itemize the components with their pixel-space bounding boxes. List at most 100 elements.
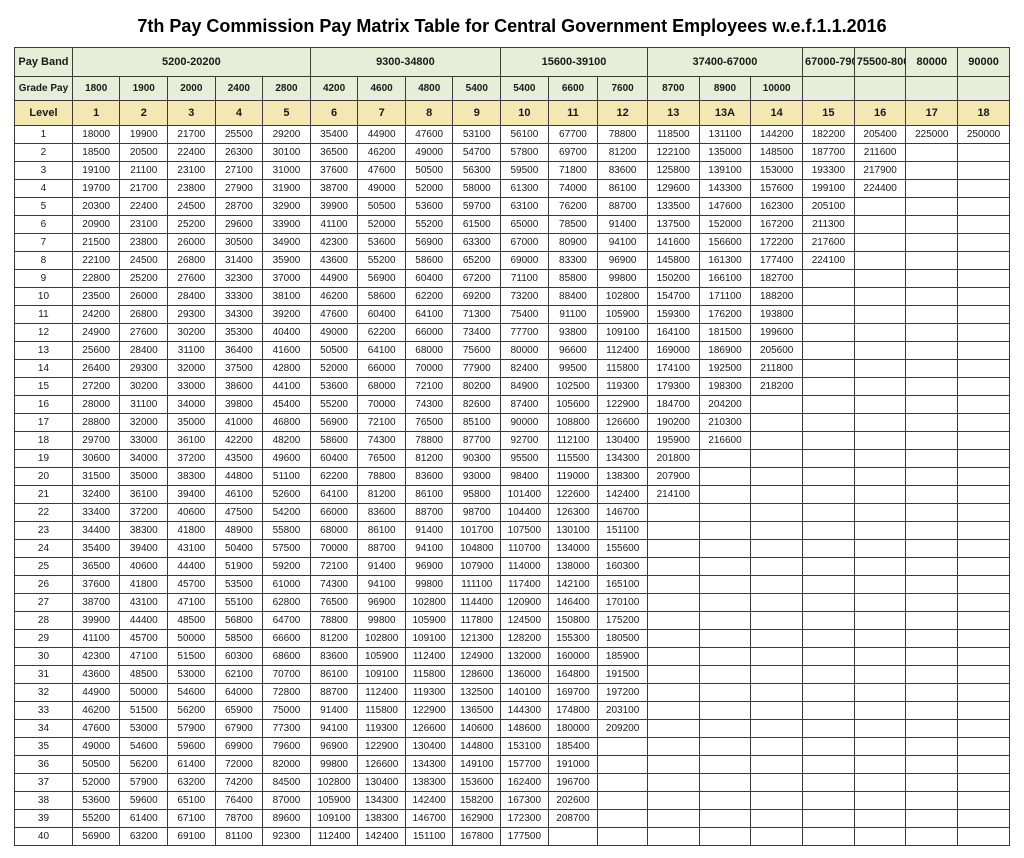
- cell: [854, 540, 906, 558]
- cell: 68000: [405, 342, 453, 360]
- cell: 72800: [263, 684, 311, 702]
- cell: [906, 360, 958, 378]
- cell: 28400: [120, 342, 168, 360]
- cell: 33000: [120, 432, 168, 450]
- cell: 26000: [168, 234, 216, 252]
- row-index: 18: [15, 432, 73, 450]
- cell: 164100: [647, 324, 699, 342]
- cell: 159300: [647, 306, 699, 324]
- cell: 74300: [310, 576, 358, 594]
- cell: 146700: [598, 504, 648, 522]
- cell: 160300: [598, 558, 648, 576]
- cell: 38600: [215, 378, 263, 396]
- cell: 19700: [72, 180, 120, 198]
- cell: 55200: [72, 810, 120, 828]
- cell: [958, 720, 1010, 738]
- cell: 55200: [358, 252, 406, 270]
- table-row: 2839900444004850056800647007880099800105…: [15, 612, 1010, 630]
- cell: 122900: [358, 738, 406, 756]
- cell: 224100: [803, 252, 855, 270]
- cell: 53000: [120, 720, 168, 738]
- cell: 23800: [168, 180, 216, 198]
- cell: 35000: [168, 414, 216, 432]
- cell: 56900: [310, 414, 358, 432]
- cell: 148600: [501, 720, 549, 738]
- cell: [647, 774, 699, 792]
- cell: [854, 576, 906, 594]
- cell: 38300: [120, 522, 168, 540]
- cell: [751, 522, 803, 540]
- row-index: 29: [15, 630, 73, 648]
- cell: 67900: [215, 720, 263, 738]
- cell: 56200: [168, 702, 216, 720]
- cell: 70000: [405, 360, 453, 378]
- row-index: 20: [15, 468, 73, 486]
- cell: [906, 702, 958, 720]
- cell: 41000: [215, 414, 263, 432]
- cell: [751, 828, 803, 846]
- cell: [598, 828, 648, 846]
- cell: 50500: [310, 342, 358, 360]
- cell: 18500: [72, 144, 120, 162]
- cell: 83600: [598, 162, 648, 180]
- cell: 62800: [263, 594, 311, 612]
- cell: 46800: [263, 414, 311, 432]
- cell: 66000: [358, 360, 406, 378]
- cell: 218200: [751, 378, 803, 396]
- cell: [906, 288, 958, 306]
- cell: 69000: [501, 252, 549, 270]
- row-index: 16: [15, 396, 73, 414]
- cell: 34000: [120, 450, 168, 468]
- cell: 61500: [453, 216, 501, 234]
- cell: 115800: [358, 702, 406, 720]
- row-index: 25: [15, 558, 73, 576]
- cell: 27100: [215, 162, 263, 180]
- cell: [906, 270, 958, 288]
- cell: 47600: [405, 126, 453, 144]
- cell: 167200: [751, 216, 803, 234]
- cell: [958, 180, 1010, 198]
- level-7: 8: [405, 101, 453, 126]
- cell: 144200: [751, 126, 803, 144]
- cell: 142400: [598, 486, 648, 504]
- cell: 39900: [72, 612, 120, 630]
- cell: [803, 486, 855, 504]
- cell: 37000: [263, 270, 311, 288]
- cell: [854, 612, 906, 630]
- cell: [751, 576, 803, 594]
- cell: [699, 522, 751, 540]
- cell: 32300: [215, 270, 263, 288]
- cell: 55100: [215, 594, 263, 612]
- cell: 149100: [453, 756, 501, 774]
- cell: [803, 378, 855, 396]
- cell: 122900: [598, 396, 648, 414]
- cell: 62200: [310, 468, 358, 486]
- cell: 39800: [215, 396, 263, 414]
- cell: 35000: [120, 468, 168, 486]
- cell: [906, 756, 958, 774]
- cell: 73200: [501, 288, 549, 306]
- cell: [803, 414, 855, 432]
- cell: 55200: [405, 216, 453, 234]
- cell: 64000: [215, 684, 263, 702]
- cell: 211800: [751, 360, 803, 378]
- cell: 151100: [598, 522, 648, 540]
- cell: 104800: [453, 540, 501, 558]
- cell: 65200: [453, 252, 501, 270]
- table-body: 1180001990021700255002920035400449004760…: [15, 126, 1010, 846]
- cell: 155300: [548, 630, 598, 648]
- row-index: 27: [15, 594, 73, 612]
- cell: 24500: [120, 252, 168, 270]
- cell: 105600: [548, 396, 598, 414]
- cell: 185400: [548, 738, 598, 756]
- cell: [906, 558, 958, 576]
- cell: 122900: [405, 702, 453, 720]
- cell: 140600: [453, 720, 501, 738]
- cell: 86100: [310, 666, 358, 684]
- cell: 36100: [168, 432, 216, 450]
- cell: [906, 684, 958, 702]
- table-row: 3042300471005150060300686008360010590011…: [15, 648, 1010, 666]
- table-row: 1930600340003720043500496006040076500812…: [15, 450, 1010, 468]
- cell: 191000: [548, 756, 598, 774]
- cell: 53600: [405, 198, 453, 216]
